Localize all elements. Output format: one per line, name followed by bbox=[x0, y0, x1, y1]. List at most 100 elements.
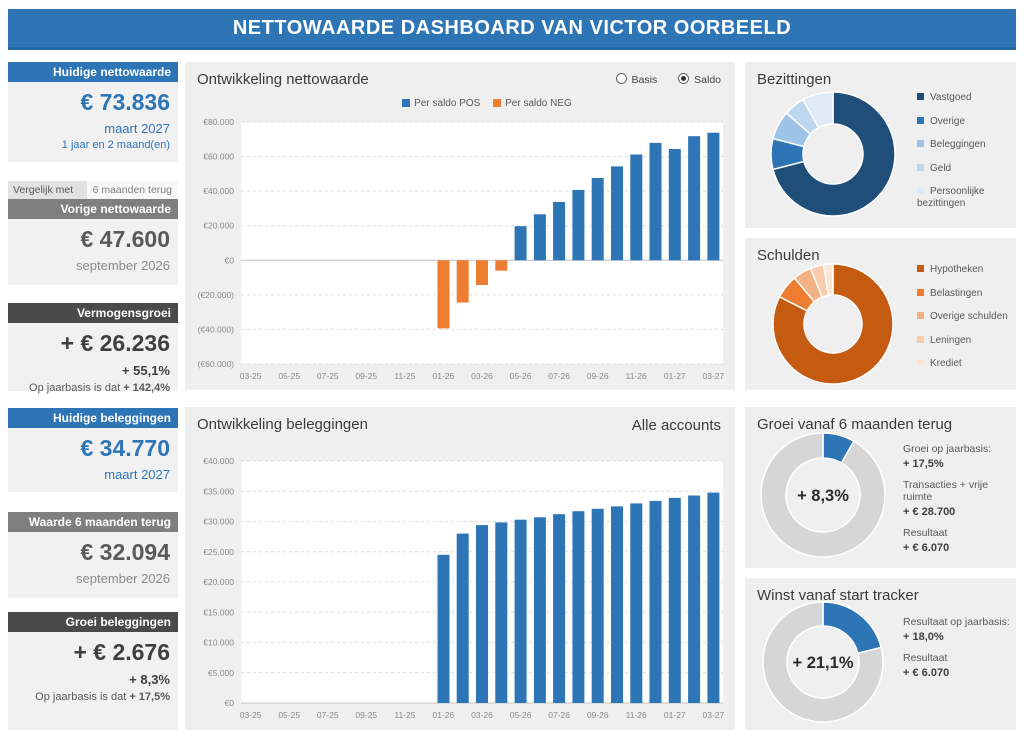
debts-card: Schulden Hypotheken Belastingen Overige … bbox=[745, 238, 1016, 390]
legend-label: Vastgoed bbox=[930, 92, 972, 103]
profit-gauge[interactable]: + 21,1% bbox=[751, 598, 899, 730]
display-mode-radios: Basis Saldo bbox=[598, 72, 721, 86]
svg-text:€20.000: €20.000 bbox=[203, 221, 234, 231]
svg-text:+ 8,3%: + 8,3% bbox=[797, 487, 849, 505]
current-networth-period: maart 2027 bbox=[104, 121, 170, 137]
svg-text:€35.000: €35.000 bbox=[203, 486, 234, 496]
card-header: Vermogensgroei bbox=[8, 303, 178, 323]
chart-title: Schulden bbox=[757, 247, 820, 264]
radio-label: Basis bbox=[631, 74, 658, 86]
legend-swatch-icon bbox=[917, 140, 924, 147]
svg-text:09-25: 09-25 bbox=[355, 710, 377, 720]
legend-swatch-icon bbox=[917, 335, 924, 343]
bar bbox=[476, 260, 488, 285]
bar bbox=[649, 142, 662, 261]
investments-6m-value: € 32.094 bbox=[80, 539, 170, 565]
card-networth-growth: Vermogensgroei + € 26.236 + 55,1% Op jaa… bbox=[8, 303, 178, 395]
networth-bar-chart[interactable]: €80.000 €60.000 €40.000 €20.000 €0 (€20.000) (… bbox=[185, 114, 735, 386]
detail-label: Resultaat bbox=[903, 527, 948, 539]
investment-growth-pct: + 8,3% bbox=[129, 672, 170, 688]
profit-details: Resultaat op jaarbasis: + 18,0% Resultaa… bbox=[903, 616, 1011, 688]
legend-item: Leningen bbox=[917, 335, 1011, 347]
donut-slice bbox=[822, 601, 883, 655]
radio-icon bbox=[678, 73, 690, 84]
svg-text:07-25: 07-25 bbox=[317, 371, 339, 381]
legend-swatch-icon bbox=[917, 93, 924, 100]
previous-networth-value: € 47.600 bbox=[80, 226, 170, 252]
legend-label: Persoonlijke bezittingen bbox=[917, 186, 985, 209]
bar bbox=[533, 214, 546, 261]
legend-swatch-icon bbox=[917, 116, 924, 124]
bar bbox=[437, 554, 450, 703]
svg-text:09-25: 09-25 bbox=[355, 371, 377, 381]
radio-basis[interactable]: Basis bbox=[615, 73, 658, 86]
svg-text:07-26: 07-26 bbox=[548, 710, 570, 720]
assets-donut-chart[interactable] bbox=[757, 88, 909, 224]
chart-title: Bezittingen bbox=[757, 71, 832, 88]
investments-6m-period: september 2026 bbox=[76, 571, 170, 587]
bar bbox=[533, 517, 546, 703]
accounts-filter[interactable]: Alle accounts bbox=[631, 417, 721, 434]
bar bbox=[591, 508, 604, 703]
legend-pos-icon bbox=[402, 99, 411, 107]
radio-saldo[interactable]: Saldo bbox=[678, 73, 721, 86]
bar bbox=[591, 178, 604, 261]
profit-card: Winst vanaf start tracker + 21,1% Result… bbox=[745, 578, 1016, 730]
card-header: Vorige nettowaarde bbox=[8, 199, 178, 219]
assets-legend: Vastgoed Overige Beleggingen Geld Persoo… bbox=[917, 92, 1011, 221]
legend-label: Leningen bbox=[930, 334, 972, 346]
legend-swatch-icon bbox=[917, 359, 924, 366]
note-value: + 17,5% bbox=[129, 691, 170, 704]
note-value: + 142,4% bbox=[123, 382, 170, 395]
bar bbox=[630, 503, 643, 704]
legend-item: Beleggingen bbox=[917, 139, 1011, 151]
svg-text:€0: €0 bbox=[225, 698, 235, 708]
legend-label: Overige schulden bbox=[930, 311, 1008, 322]
networth-chart-card: Ontwikkeling nettowaarde Basis Saldo Per… bbox=[185, 62, 735, 390]
bar bbox=[553, 202, 566, 261]
svg-text:11-26: 11-26 bbox=[626, 371, 647, 381]
bar bbox=[514, 226, 527, 261]
current-networth-duration: 1 jaar en 2 maand(en) bbox=[61, 139, 170, 152]
chart-title: Ontwikkeling nettowaarde bbox=[197, 71, 369, 88]
current-networth-value: € 73.836 bbox=[80, 89, 170, 115]
bar bbox=[611, 166, 623, 261]
bar bbox=[707, 492, 720, 703]
bar bbox=[514, 519, 527, 703]
current-investments-period: maart 2027 bbox=[104, 467, 170, 483]
note-label: Op jaarbasis is dat bbox=[35, 691, 127, 704]
svg-text:03-27: 03-27 bbox=[703, 710, 725, 720]
current-investments-value: € 34.770 bbox=[80, 435, 170, 461]
card-previous-networth: Vorige nettowaarde € 47.600 september 20… bbox=[8, 199, 178, 285]
card-current-investments: Huidige beleggingen € 34.770 maart 2027 bbox=[8, 408, 178, 492]
legend-pos-label: Per saldo POS bbox=[414, 98, 481, 109]
svg-text:01-26: 01-26 bbox=[433, 371, 455, 381]
svg-text:€60.000: €60.000 bbox=[203, 152, 234, 162]
detail-value: + € 6.070 bbox=[903, 667, 950, 679]
detail-label: Resultaat op jaarbasis: bbox=[903, 616, 1010, 628]
bar bbox=[688, 136, 701, 261]
bar bbox=[668, 497, 681, 703]
growth-6m-details: Groei op jaarbasis: + 17,5% Transacties … bbox=[903, 443, 1011, 563]
detail-value: + 17,5% bbox=[903, 458, 944, 470]
svg-text:03-26: 03-26 bbox=[471, 710, 493, 720]
networth-growth-value: + € 26.236 bbox=[60, 330, 170, 356]
donut-slice bbox=[772, 91, 896, 217]
svg-text:11-25: 11-25 bbox=[394, 710, 415, 720]
svg-text:€0: €0 bbox=[225, 255, 235, 265]
debts-donut-chart[interactable] bbox=[757, 260, 909, 390]
chart-legend: Per saldo POS Per saldo NEG bbox=[241, 98, 723, 109]
svg-text:€15.000: €15.000 bbox=[203, 607, 234, 617]
bar bbox=[630, 154, 643, 261]
legend-swatch-icon bbox=[917, 288, 924, 296]
compare-value-selector[interactable]: 6 maanden terug bbox=[87, 181, 178, 199]
bar bbox=[668, 149, 681, 261]
growth-6m-gauge[interactable]: + 8,3% bbox=[751, 429, 899, 565]
legend-label: Krediet bbox=[930, 358, 962, 369]
investments-bar-chart[interactable]: €40.000 €35.000 €30.000 €25.000 €20.000 €15.0… bbox=[185, 453, 735, 725]
detail-label: Resultaat bbox=[903, 652, 948, 664]
legend-item: Geld bbox=[917, 163, 1011, 175]
card-header: Groei beleggingen bbox=[8, 612, 178, 632]
svg-text:11-26: 11-26 bbox=[626, 710, 647, 720]
chart-title: Winst vanaf start tracker bbox=[757, 587, 919, 604]
